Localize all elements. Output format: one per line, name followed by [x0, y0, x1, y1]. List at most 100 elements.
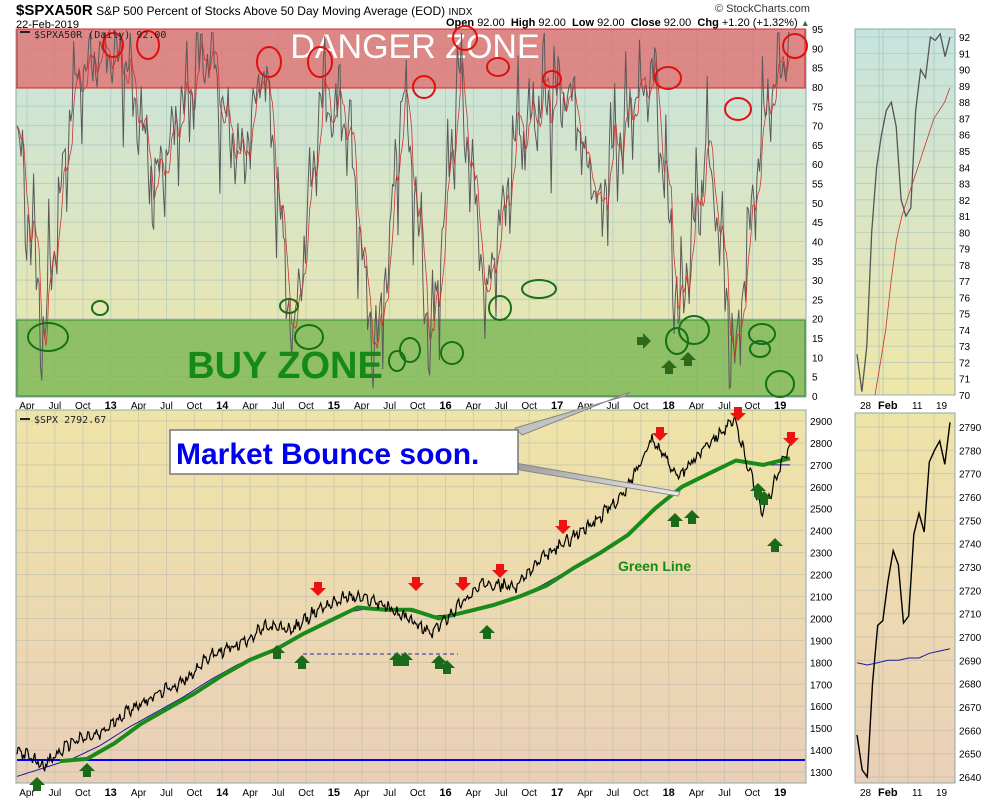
svg-text:17: 17 — [551, 400, 563, 412]
svg-text:1700: 1700 — [810, 680, 833, 691]
svg-text:65: 65 — [812, 141, 824, 152]
svg-text:11: 11 — [912, 788, 923, 799]
buy-zone-label: BUY ZONE — [187, 345, 383, 387]
svg-text:80: 80 — [959, 228, 971, 239]
svg-text:Jul: Jul — [160, 788, 173, 799]
svg-text:45: 45 — [812, 218, 824, 229]
svg-text:14: 14 — [216, 400, 229, 412]
zoom-spxa50r-ma — [874, 87, 951, 396]
chart-date: 22-Feb-2019 — [16, 19, 79, 31]
close-value: 92.00 — [663, 17, 692, 29]
svg-text:15: 15 — [328, 400, 340, 412]
svg-text:Feb: Feb — [878, 400, 898, 412]
green-line — [59, 456, 791, 764]
svg-text:18: 18 — [663, 787, 675, 799]
svg-text:2730: 2730 — [959, 563, 982, 574]
svg-text:Jul: Jul — [383, 788, 396, 799]
zoom-spx-ma — [856, 648, 951, 666]
svg-text:15: 15 — [812, 334, 824, 345]
svg-text:Jul: Jul — [495, 788, 508, 799]
svg-text:Jul: Jul — [383, 401, 396, 412]
zoom-x-axis-middle: 28 Feb 11 19 — [860, 400, 948, 412]
svg-text:2780: 2780 — [959, 446, 982, 457]
callout: Market Bounce soon. — [169, 391, 681, 497]
bottom-legend: $SPX 2792.67 — [34, 415, 106, 426]
copyright: © StockCharts.com — [715, 3, 810, 15]
x-axis-middle: Apr Jul Oct 13 Apr Jul Oct 14 Apr Jul Oct 15 Apr Jul O… — [19, 400, 786, 412]
svg-text:2300: 2300 — [810, 549, 833, 560]
svg-text:Jul: Jul — [272, 401, 285, 412]
top-legend: $SPXA50R (Daily) 92.00 — [34, 30, 166, 41]
zoom-top-y-axis: 70 71 72 73 74 75 76 77 78 79 80 81 82 83 84 85 86 87 88 89… — [959, 33, 971, 402]
svg-text:82: 82 — [959, 196, 971, 207]
svg-text:2600: 2600 — [810, 483, 833, 494]
zoom-top-panel: 70 71 72 73 74 75 76 77 78 79 80 81 82 83 84 85 86 87 88 89… — [854, 28, 971, 402]
signal-arrows — [29, 407, 799, 791]
zoom-spx-line — [856, 422, 951, 779]
description: S&P 500 Percent of Stocks Above 50 Day M… — [96, 4, 446, 18]
svg-text:Feb: Feb — [878, 787, 898, 799]
svg-text:74: 74 — [959, 326, 971, 337]
open-value: 92.00 — [477, 17, 505, 29]
top-panel: DANGER ZONE BUY ZONE 0 5 10 15 20 25 30 35 40 45 5… — [15, 25, 824, 403]
svg-text:Jul: Jul — [607, 788, 620, 799]
svg-text:19: 19 — [936, 401, 948, 412]
svg-text:Apr: Apr — [354, 401, 370, 412]
svg-text:90: 90 — [812, 44, 824, 55]
svg-text:70: 70 — [812, 122, 824, 133]
svg-text:16: 16 — [439, 400, 451, 412]
svg-text:Jul: Jul — [607, 401, 620, 412]
svg-text:1600: 1600 — [810, 702, 833, 713]
chg-value: +1.20 (+1.32%) — [721, 17, 798, 29]
svg-text:19: 19 — [774, 400, 786, 412]
svg-text:0: 0 — [812, 392, 818, 403]
svg-text:Oct: Oct — [633, 401, 649, 412]
svg-text:Oct: Oct — [521, 401, 537, 412]
svg-text:20: 20 — [812, 315, 824, 326]
svg-text:2700: 2700 — [959, 633, 982, 644]
zoom-x-axis-bottom: 28 Feb 11 19 — [860, 787, 948, 799]
svg-text:2400: 2400 — [810, 527, 833, 538]
svg-text:2670: 2670 — [959, 703, 982, 714]
svg-text:Oct: Oct — [745, 401, 761, 412]
svg-text:Apr: Apr — [466, 401, 482, 412]
svg-text:2700: 2700 — [810, 461, 833, 472]
svg-text:13: 13 — [105, 787, 117, 799]
svg-text:55: 55 — [812, 180, 824, 191]
svg-text:Oct: Oct — [298, 401, 314, 412]
svg-text:30: 30 — [812, 276, 824, 287]
annotation-circles — [27, 25, 808, 398]
svg-text:Jul: Jul — [49, 401, 62, 412]
svg-text:2650: 2650 — [959, 750, 982, 761]
svg-text:84: 84 — [959, 163, 971, 174]
svg-text:2690: 2690 — [959, 656, 982, 667]
svg-text:28: 28 — [860, 401, 872, 412]
svg-text:14: 14 — [216, 787, 229, 799]
high-label: High — [510, 17, 536, 29]
svg-text:Jul: Jul — [718, 401, 731, 412]
up-arrow-icon: ▲ — [800, 18, 810, 28]
chart-title: $SPXA50R S&P 500 Percent of Stocks Above… — [16, 2, 472, 19]
svg-text:78: 78 — [959, 261, 971, 272]
close-label: Close — [630, 17, 661, 29]
svg-text:Jul: Jul — [272, 788, 285, 799]
svg-text:Apr: Apr — [242, 788, 258, 799]
svg-text:83: 83 — [959, 180, 971, 191]
svg-text:2770: 2770 — [959, 470, 982, 481]
svg-text:Jul: Jul — [495, 401, 508, 412]
svg-text:Apr: Apr — [689, 401, 705, 412]
svg-text:2000: 2000 — [810, 614, 833, 625]
svg-text:Oct: Oct — [521, 788, 537, 799]
svg-text:Apr: Apr — [131, 401, 147, 412]
svg-text:2680: 2680 — [959, 680, 982, 691]
svg-text:2710: 2710 — [959, 610, 982, 621]
svg-text:25: 25 — [812, 295, 824, 306]
svg-text:2640: 2640 — [959, 773, 982, 784]
svg-text:Apr: Apr — [19, 788, 35, 799]
x-axis-bottom: Apr Jul Oct 13 Apr Jul Oct 14 Apr Jul Oct 15 Apr Jul O… — [19, 787, 786, 799]
svg-text:2100: 2100 — [810, 593, 833, 604]
spx-price-line — [16, 414, 791, 772]
svg-text:Apr: Apr — [466, 788, 482, 799]
low-value: 92.00 — [597, 17, 625, 29]
svg-text:18: 18 — [663, 400, 675, 412]
